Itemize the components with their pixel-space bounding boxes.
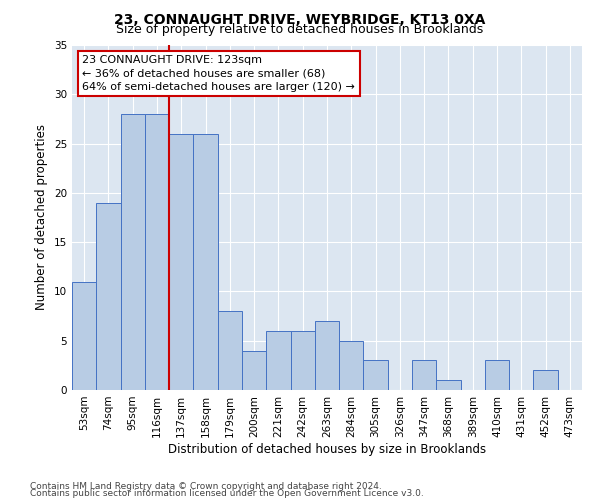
Bar — [121, 114, 145, 390]
Bar — [242, 350, 266, 390]
Bar — [485, 360, 509, 390]
Bar — [339, 340, 364, 390]
Bar — [364, 360, 388, 390]
Bar — [315, 321, 339, 390]
Bar — [72, 282, 96, 390]
Bar — [96, 202, 121, 390]
Bar — [290, 331, 315, 390]
X-axis label: Distribution of detached houses by size in Brooklands: Distribution of detached houses by size … — [168, 442, 486, 456]
Bar — [266, 331, 290, 390]
Bar — [436, 380, 461, 390]
Text: Size of property relative to detached houses in Brooklands: Size of property relative to detached ho… — [116, 22, 484, 36]
Bar — [169, 134, 193, 390]
Text: 23 CONNAUGHT DRIVE: 123sqm
← 36% of detached houses are smaller (68)
64% of semi: 23 CONNAUGHT DRIVE: 123sqm ← 36% of deta… — [82, 56, 355, 92]
Text: Contains public sector information licensed under the Open Government Licence v3: Contains public sector information licen… — [30, 489, 424, 498]
Y-axis label: Number of detached properties: Number of detached properties — [35, 124, 49, 310]
Bar — [412, 360, 436, 390]
Bar — [193, 134, 218, 390]
Bar — [218, 311, 242, 390]
Bar — [533, 370, 558, 390]
Text: 23, CONNAUGHT DRIVE, WEYBRIDGE, KT13 0XA: 23, CONNAUGHT DRIVE, WEYBRIDGE, KT13 0XA — [115, 12, 485, 26]
Text: Contains HM Land Registry data © Crown copyright and database right 2024.: Contains HM Land Registry data © Crown c… — [30, 482, 382, 491]
Bar — [145, 114, 169, 390]
